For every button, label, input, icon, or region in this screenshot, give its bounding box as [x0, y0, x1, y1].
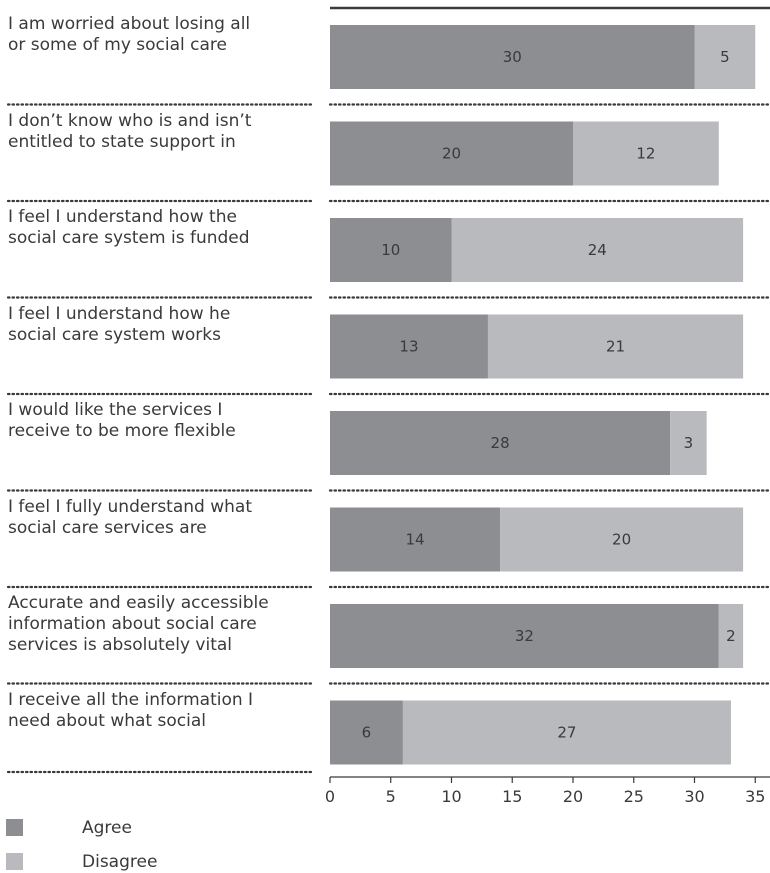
- legend-swatch: [6, 819, 23, 836]
- category-label: I feel I understand how he social care s…: [8, 304, 308, 346]
- data-label: 24: [588, 241, 607, 259]
- category-label: I don’t know who is and isn’t entitled t…: [8, 111, 308, 153]
- x-tick-label: 5: [386, 787, 396, 806]
- category-label: I feel I fully understand what social ca…: [8, 497, 308, 539]
- category-label: I feel I understand how the social care …: [8, 207, 308, 249]
- data-label: 13: [399, 338, 418, 356]
- category-label: I receive all the information I need abo…: [8, 690, 308, 732]
- data-label: 5: [720, 48, 730, 66]
- data-label: 10: [381, 241, 400, 259]
- x-tick-label: 25: [624, 787, 644, 806]
- data-label: 14: [406, 531, 425, 549]
- category-label: I would like the services I receive to b…: [8, 400, 308, 442]
- x-tick-label: 20: [563, 787, 583, 806]
- data-label: 27: [557, 724, 576, 742]
- data-label: 20: [612, 531, 631, 549]
- data-label: 21: [606, 338, 625, 356]
- x-tick-label: 15: [502, 787, 522, 806]
- data-label: 6: [362, 724, 372, 742]
- data-label: 3: [684, 434, 694, 452]
- category-label: Accurate and easily accessible informati…: [8, 593, 308, 656]
- x-tick-label: 0: [325, 787, 335, 806]
- x-tick-label: 30: [684, 787, 704, 806]
- data-label: 28: [491, 434, 510, 452]
- data-label: 2: [726, 627, 736, 645]
- x-tick-label: 10: [441, 787, 461, 806]
- category-label: I am worried about losing all or some of…: [8, 14, 308, 56]
- data-label: 32: [515, 627, 534, 645]
- x-tick-label: 35: [745, 787, 765, 806]
- data-label: 20: [442, 145, 461, 163]
- data-label: 30: [503, 48, 522, 66]
- legend-label: Agree: [82, 817, 132, 839]
- legend-swatch: [6, 853, 23, 870]
- legend-label: Disagree: [82, 851, 157, 873]
- data-label: 12: [636, 145, 655, 163]
